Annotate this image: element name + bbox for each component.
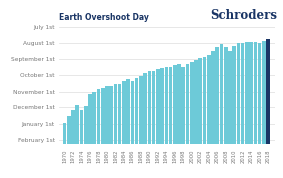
Bar [241, 43, 245, 144]
Bar [220, 44, 223, 144]
Bar [254, 41, 257, 144]
Bar [245, 41, 249, 144]
Bar [101, 88, 104, 144]
Bar [88, 94, 92, 144]
Bar [67, 116, 70, 144]
Bar [224, 47, 228, 144]
Bar [181, 67, 185, 144]
Bar [122, 81, 126, 144]
Text: Schroders: Schroders [210, 9, 277, 22]
Bar [160, 68, 164, 144]
Bar [262, 41, 266, 144]
Bar [207, 55, 211, 144]
Bar [110, 86, 113, 144]
Bar [237, 43, 240, 144]
Bar [215, 47, 219, 144]
Bar [71, 110, 75, 144]
Bar [97, 89, 100, 144]
Bar [76, 105, 79, 144]
Bar [211, 51, 215, 144]
Bar [173, 65, 177, 144]
Bar [169, 67, 172, 144]
Bar [80, 110, 83, 144]
Bar [198, 58, 202, 144]
Bar [147, 70, 151, 144]
Bar [152, 70, 155, 144]
Bar [156, 69, 160, 144]
Bar [139, 76, 143, 144]
Bar [143, 73, 147, 144]
Text: Earth Overshoot Day: Earth Overshoot Day [59, 13, 149, 22]
Bar [186, 64, 189, 144]
Bar [203, 57, 206, 144]
Bar [105, 86, 109, 144]
Bar [228, 51, 232, 144]
Bar [232, 46, 236, 144]
Bar [194, 60, 198, 144]
Bar [177, 64, 181, 144]
Bar [84, 106, 87, 144]
Bar [258, 43, 261, 144]
Bar [118, 84, 121, 144]
Bar [249, 41, 253, 144]
Bar [266, 39, 270, 144]
Bar [63, 123, 66, 144]
Bar [190, 62, 194, 144]
Bar [135, 78, 138, 144]
Bar [93, 91, 96, 144]
Bar [164, 67, 168, 144]
Bar [130, 81, 134, 144]
Bar [126, 79, 130, 144]
Bar [113, 84, 117, 144]
